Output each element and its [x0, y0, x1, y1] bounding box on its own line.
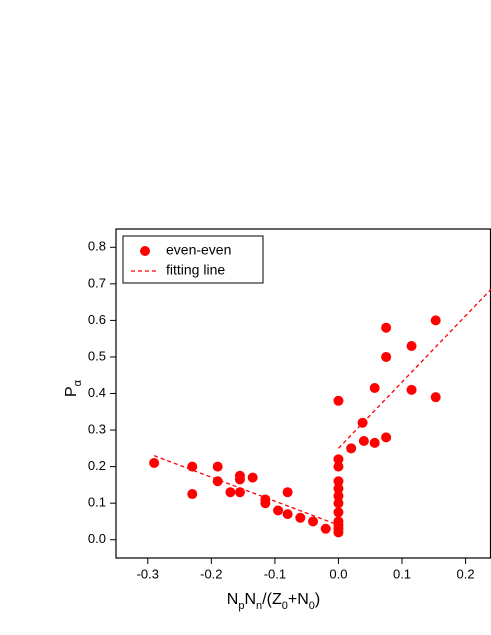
legend-label: fitting line [166, 262, 225, 278]
data-point [333, 507, 344, 518]
label-text: N [244, 591, 256, 608]
data-point [406, 384, 417, 395]
data-point [346, 443, 357, 454]
legend-marker [140, 246, 150, 256]
legend-label: even-even [166, 242, 231, 258]
y-tick-label: 0.0 [88, 531, 106, 546]
y-tick-label: 0.2 [88, 458, 106, 473]
y-tick-label: 0.4 [88, 385, 106, 400]
subscript: α [72, 379, 84, 386]
data-point [333, 490, 344, 501]
data-point [187, 489, 198, 500]
label-text: N [227, 591, 239, 608]
data-point [234, 474, 245, 485]
label-text: /(Z [262, 591, 282, 608]
data-point [333, 395, 344, 406]
x-axis-label: NpNn/(Z0+N0) [227, 591, 320, 612]
data-point [333, 476, 344, 487]
x-tick-label: 0.2 [457, 566, 475, 581]
data-point [212, 461, 223, 472]
data-point [381, 351, 392, 362]
data-point [430, 315, 441, 326]
data-point [247, 472, 258, 483]
x-tick-label: -0.2 [200, 566, 222, 581]
y-tick-label: 0.8 [88, 239, 106, 254]
data-point [333, 498, 344, 509]
subscript: n [256, 600, 262, 612]
data-point [273, 505, 284, 516]
x-tick-label: -0.1 [264, 566, 286, 581]
y-tick-label: 0.3 [88, 421, 106, 436]
data-point [369, 437, 380, 448]
data-point [308, 516, 319, 527]
data-point [149, 457, 160, 468]
data-point [320, 523, 331, 534]
label-text: +N [288, 591, 309, 608]
y-tick-label: 0.1 [88, 495, 106, 510]
data-point [381, 322, 392, 333]
subscript: 0 [282, 600, 288, 612]
label-text: ) [315, 591, 320, 608]
subscript: p [238, 600, 244, 612]
data-point [430, 392, 441, 403]
data-point [295, 512, 306, 523]
data-point [260, 498, 271, 509]
y-axis-label: Pα [63, 379, 84, 397]
data-point [333, 483, 344, 494]
data-point [381, 432, 392, 443]
data-point [333, 454, 344, 465]
y-tick-label: 0.5 [88, 348, 106, 363]
y-tick-label: 0.7 [88, 275, 106, 290]
x-tick-label: 0.1 [393, 566, 411, 581]
y-tick-label: 0.6 [88, 312, 106, 327]
data-point [282, 487, 293, 498]
fit-line [153, 288, 491, 526]
subscript: 0 [309, 600, 315, 612]
data-point [333, 527, 344, 538]
label-text: P [63, 386, 80, 397]
data-point [358, 436, 369, 447]
data-point [282, 509, 293, 520]
data-point [234, 487, 245, 498]
data-point [187, 461, 198, 472]
data-point [369, 383, 380, 394]
x-tick-label: 0.0 [329, 566, 347, 581]
legend-box [122, 235, 264, 284]
data-point [225, 487, 236, 498]
data-point [406, 340, 417, 351]
x-tick-label: -0.3 [137, 566, 159, 581]
data-point [333, 461, 344, 472]
